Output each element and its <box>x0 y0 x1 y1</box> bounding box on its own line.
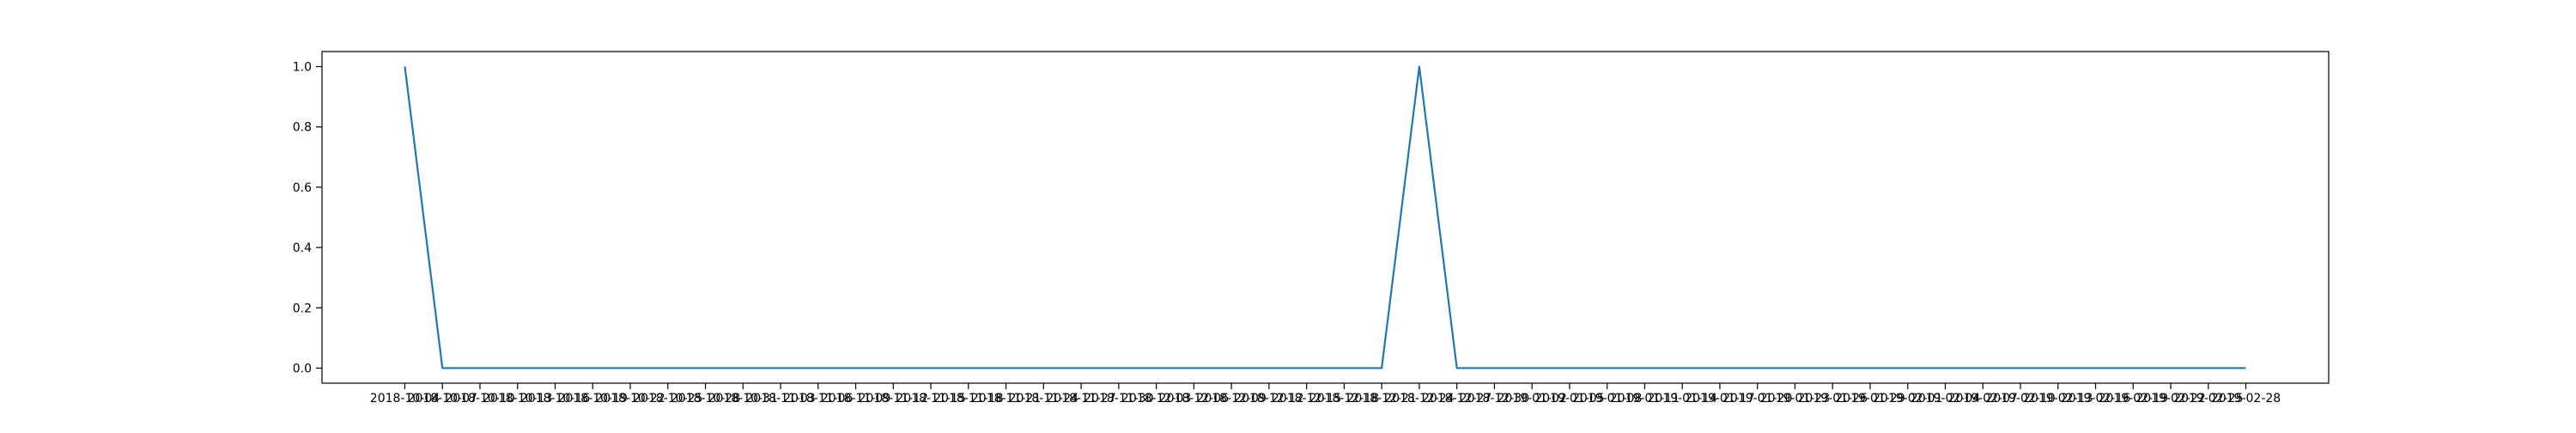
x-tick-label: 2019-01-20 <box>1722 392 1792 406</box>
x-axis: 2018-10-042018-10-072018-10-102018-10-13… <box>370 383 2281 406</box>
x-tick-label: 2018-10-25 <box>633 392 702 406</box>
x-tick-label: 2018-10-13 <box>483 392 552 406</box>
y-tick-label: 0.6 <box>293 181 312 195</box>
x-tick-label: 2019-02-10 <box>1985 392 2055 406</box>
x-tick-label: 2018-11-27 <box>1046 392 1115 406</box>
x-tick-label: 2018-10-04 <box>370 392 440 406</box>
x-tick-label: 2019-01-05 <box>1534 392 1604 406</box>
x-tick-label: 2018-12-30 <box>1460 392 1529 406</box>
x-tick-label: 2018-12-06 <box>1159 392 1229 406</box>
y-tick-label: 0.0 <box>293 362 312 375</box>
x-tick-label: 2019-02-16 <box>2061 392 2130 406</box>
x-tick-label: 2018-11-15 <box>896 392 965 406</box>
y-tick-label: 0.2 <box>293 302 312 315</box>
x-tick-label: 2019-01-08 <box>1572 392 1642 406</box>
x-tick-label: 2018-11-18 <box>933 392 1003 406</box>
x-tick-label: 2018-10-22 <box>595 392 665 406</box>
x-tick-label: 2019-02-07 <box>1948 392 2018 406</box>
x-tick-label: 2019-01-11 <box>1610 392 1680 406</box>
x-tick-label: 2018-10-31 <box>708 392 778 406</box>
x-tick-label: 2018-10-19 <box>558 392 628 406</box>
x-tick-label: 2018-11-09 <box>821 392 890 406</box>
y-tick-label: 0.4 <box>293 241 312 255</box>
y-axis: 0.0 0.2 0.4 0.6 0.8 1.0 <box>293 61 322 375</box>
x-tick-label: 2019-02-19 <box>2099 392 2168 406</box>
x-tick-label: 2018-12-18 <box>1309 392 1379 406</box>
x-tick-label: 2018-10-07 <box>408 392 477 406</box>
x-tick-label: 2018-11-30 <box>1084 392 1153 406</box>
x-tick-label: 2018-12-24 <box>1384 392 1454 406</box>
series-layer <box>404 65 2246 369</box>
x-tick-label: 2019-02-28 <box>2211 392 2281 406</box>
series-line <box>404 65 2246 369</box>
x-tick-label: 2019-01-02 <box>1497 392 1566 406</box>
x-tick-label: 2019-01-29 <box>1835 392 1905 406</box>
x-tick-label: 2018-11-06 <box>783 392 853 406</box>
x-tick-label: 2019-02-01 <box>1873 392 1942 406</box>
x-tick-label: 2019-01-26 <box>1798 392 1868 406</box>
x-tick-label: 2019-02-13 <box>2023 392 2093 406</box>
x-tick-label: 2019-01-23 <box>1760 392 1830 406</box>
x-tick-label: 2019-02-04 <box>1911 392 1980 406</box>
x-tick-label: 2018-11-21 <box>971 392 1041 406</box>
x-tick-label: 2018-10-10 <box>445 392 514 406</box>
x-tick-label: 2019-01-14 <box>1647 392 1716 406</box>
x-tick-label: 2018-10-16 <box>520 392 590 406</box>
x-tick-label: 2019-01-17 <box>1685 392 1754 406</box>
x-tick-label: 2018-10-28 <box>671 392 740 406</box>
x-tick-label: 2018-12-12 <box>1234 392 1303 406</box>
x-tick-label: 2018-11-24 <box>1009 392 1078 406</box>
plot-frame <box>321 51 2330 384</box>
x-tick-label: 2018-11-12 <box>859 392 928 406</box>
x-tick-label: 2018-11-03 <box>745 392 815 406</box>
x-tick-label: 2019-02-25 <box>2173 392 2243 406</box>
x-tick-label: 2019-02-22 <box>2136 392 2205 406</box>
x-tick-label: 2018-12-15 <box>1272 392 1341 406</box>
y-tick-label: 1.0 <box>293 61 312 75</box>
x-tick-label: 2018-12-09 <box>1196 392 1266 406</box>
x-tick-label: 2018-12-03 <box>1121 392 1191 406</box>
x-tick-label: 2018-12-27 <box>1422 392 1492 406</box>
x-tick-label: 2018-12-21 <box>1346 392 1416 406</box>
y-tick-label: 0.8 <box>293 121 312 135</box>
